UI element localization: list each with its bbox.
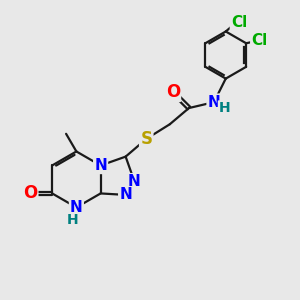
Text: N: N (70, 200, 83, 215)
Text: S: S (140, 130, 152, 148)
Text: O: O (23, 184, 37, 202)
Text: H: H (218, 101, 230, 115)
Text: O: O (166, 83, 180, 101)
Text: Cl: Cl (251, 33, 268, 48)
Text: N: N (94, 158, 107, 173)
Text: H: H (67, 213, 79, 227)
Text: Cl: Cl (231, 15, 247, 30)
Text: N: N (128, 174, 141, 189)
Text: N: N (208, 95, 220, 110)
Text: N: N (119, 188, 132, 202)
